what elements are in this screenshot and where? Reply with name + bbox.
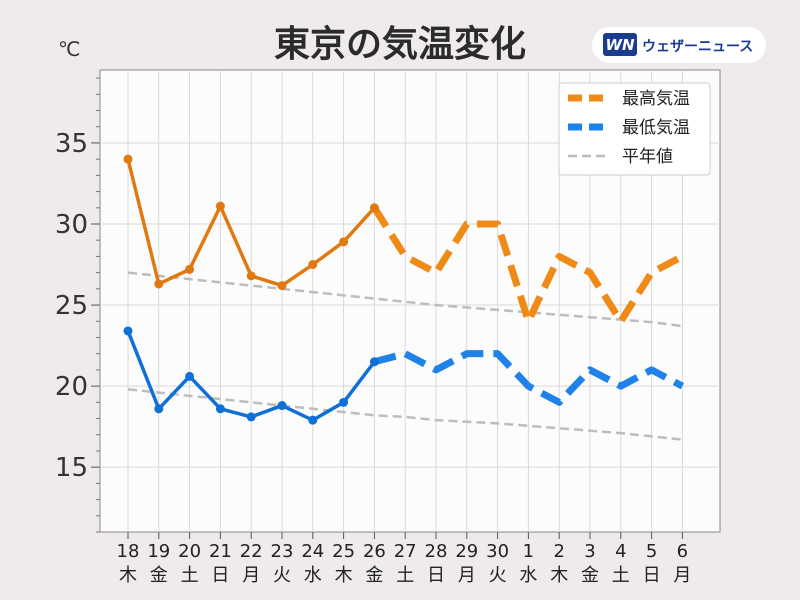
- x-tick-day-7: 25: [332, 541, 355, 562]
- x-tick-day-0: 18: [117, 541, 140, 562]
- brand-name: ウェザーニュース: [642, 39, 753, 55]
- y-axis: 15 20 25 30 35: [55, 77, 100, 533]
- x-tick-weekday-6: 水: [304, 565, 322, 586]
- high-point-1: [154, 279, 164, 289]
- low-point-7: [339, 397, 349, 407]
- series-layer: [123, 154, 685, 441]
- normal-low-line: [127, 388, 683, 441]
- brand-logo: WN ウェザーニュース: [592, 27, 766, 63]
- high-point-4: [246, 271, 256, 281]
- x-tick-day-6: 24: [301, 541, 324, 562]
- low-forecast-line: [373, 350, 685, 406]
- unit-label: ℃: [58, 37, 80, 61]
- y-tick-label-25: 25: [55, 291, 88, 321]
- x-tick-day-15: 3: [584, 541, 595, 562]
- y-tick-label-20: 20: [55, 372, 88, 402]
- x-tick-weekday-12: 火: [489, 565, 507, 586]
- low-point-5: [277, 401, 287, 411]
- low-point-0: [123, 326, 133, 336]
- legend-box: [558, 82, 711, 176]
- x-tick-weekday-3: 日: [211, 565, 229, 586]
- x-tick-weekday-5: 火: [273, 565, 291, 586]
- x-tick-day-9: 27: [394, 541, 417, 562]
- low-point-4: [246, 412, 256, 422]
- y-tick-label-15: 15: [55, 453, 88, 483]
- x-tick-weekday-15: 金: [581, 565, 599, 586]
- brand-mark-text: WN: [605, 36, 635, 54]
- chart-title: 東京の気温変化: [274, 23, 526, 65]
- x-tick-day-16: 4: [615, 541, 626, 562]
- legend: 最高気温 最低気温 平年値: [558, 82, 711, 176]
- legend-label-low: 最低気温: [622, 118, 690, 138]
- x-tick-day-11: 29: [455, 541, 478, 562]
- x-tick-weekday-18: 月: [673, 565, 691, 586]
- high-point-0: [123, 154, 133, 164]
- x-tick-weekday-2: 土: [181, 565, 199, 586]
- y-tick-label-35: 35: [55, 129, 88, 159]
- x-tick-day-17: 5: [646, 541, 657, 562]
- high-point-5: [277, 281, 287, 291]
- x-tick-day-3: 21: [209, 541, 232, 562]
- normal-high-line: [127, 271, 683, 328]
- x-tick-day-10: 28: [425, 541, 448, 562]
- x-tick-weekday-10: 日: [427, 565, 445, 586]
- legend-label-normal: 平年値: [622, 147, 673, 167]
- x-tick-weekday-11: 月: [458, 565, 476, 586]
- x-tick-day-1: 19: [147, 541, 170, 562]
- legend-label-high: 最高気温: [622, 89, 690, 109]
- low-point-1: [154, 404, 164, 414]
- low-point-3: [215, 404, 225, 414]
- low-point-6: [308, 415, 318, 425]
- high-point-8: [369, 203, 379, 213]
- y-tick-label-30: 30: [55, 210, 88, 240]
- x-tick-weekday-1: 金: [150, 565, 168, 586]
- brand-mark: [603, 33, 637, 56]
- x-tick-day-18: 6: [677, 541, 688, 562]
- x-tick-weekday-16: 土: [612, 565, 630, 586]
- x-tick-day-5: 23: [271, 541, 294, 562]
- high-forecast-line: [371, 205, 685, 325]
- x-tick-weekday-9: 土: [396, 565, 414, 586]
- x-tick-day-12: 30: [486, 541, 509, 562]
- x-tick-day-13: 1: [523, 541, 534, 562]
- x-axis: 18木19金20土21日22月23火24水25木26金27土28日29月30火1…: [117, 532, 691, 586]
- x-tick-weekday-8: 金: [365, 565, 383, 586]
- x-tick-day-8: 26: [363, 541, 386, 562]
- low-point-2: [185, 371, 195, 381]
- x-tick-weekday-13: 水: [519, 565, 537, 586]
- x-tick-weekday-17: 日: [643, 565, 661, 586]
- x-tick-weekday-14: 木: [550, 565, 568, 586]
- x-tick-weekday-4: 月: [242, 565, 260, 586]
- x-tick-weekday-0: 木: [119, 565, 137, 586]
- high-point-7: [339, 237, 349, 247]
- high-point-6: [308, 260, 318, 270]
- high-point-2: [185, 264, 195, 274]
- high-point-3: [215, 201, 225, 211]
- x-tick-day-14: 2: [553, 541, 564, 562]
- x-tick-day-2: 20: [178, 541, 201, 562]
- x-tick-day-4: 22: [240, 541, 263, 562]
- x-tick-weekday-7: 木: [335, 565, 353, 586]
- low-point-8: [369, 357, 379, 367]
